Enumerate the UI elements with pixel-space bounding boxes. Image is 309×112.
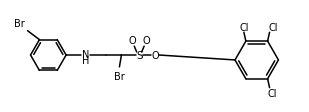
Text: Br: Br bbox=[114, 71, 125, 81]
Text: Cl: Cl bbox=[268, 88, 277, 98]
Text: Cl: Cl bbox=[239, 23, 249, 33]
Text: N: N bbox=[82, 49, 89, 59]
Text: Br: Br bbox=[14, 19, 25, 28]
Text: O: O bbox=[129, 36, 136, 46]
Text: O: O bbox=[142, 36, 150, 46]
Text: O: O bbox=[151, 51, 159, 60]
Text: Cl: Cl bbox=[269, 23, 278, 33]
Text: S: S bbox=[136, 51, 142, 60]
Text: H: H bbox=[82, 55, 89, 65]
